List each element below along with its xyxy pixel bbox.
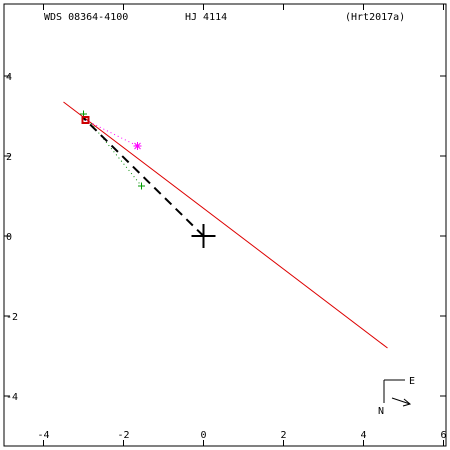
x-tick-label: -4	[37, 430, 49, 441]
magenta-dotted-connector	[85, 119, 138, 147]
compass-north-label: N	[378, 406, 384, 417]
y-tick-label: -4	[6, 392, 18, 403]
y-tick-label: 0	[6, 232, 12, 243]
position-dashed-line	[82, 117, 205, 237]
motion-arrow-line	[391, 397, 411, 405]
x-tick-label: -2	[117, 430, 129, 441]
motion-arrow-head	[402, 398, 412, 407]
x-tick-label: 0	[200, 430, 206, 441]
plot-frame	[3, 3, 447, 447]
reference-label: (Hrt2017a)	[345, 12, 405, 23]
x-tick-label: 2	[280, 430, 286, 441]
x-tick-label: 6	[440, 430, 446, 441]
data-layer	[63, 101, 388, 349]
y-tick-label: 2	[6, 152, 12, 163]
magenta-point-marker-d	[134, 142, 141, 150]
red-point-marker	[81, 116, 90, 124]
y-tick-label: -2	[6, 312, 18, 323]
y-tick-label: 4	[6, 72, 12, 83]
axis-ticks: -4 -2 0 2 4 6 4 2 0 -2 -4	[4, 4, 447, 446]
discoverer-label: HJ 4114	[185, 12, 227, 23]
compass-east-label: E	[409, 376, 415, 387]
compass-indicator: E N	[378, 376, 415, 417]
x-tick-label: 4	[360, 430, 366, 441]
wds-id-label: WDS 08364-4100	[44, 12, 128, 23]
plot-border	[3, 3, 447, 447]
line-of-nodes	[63, 101, 388, 349]
